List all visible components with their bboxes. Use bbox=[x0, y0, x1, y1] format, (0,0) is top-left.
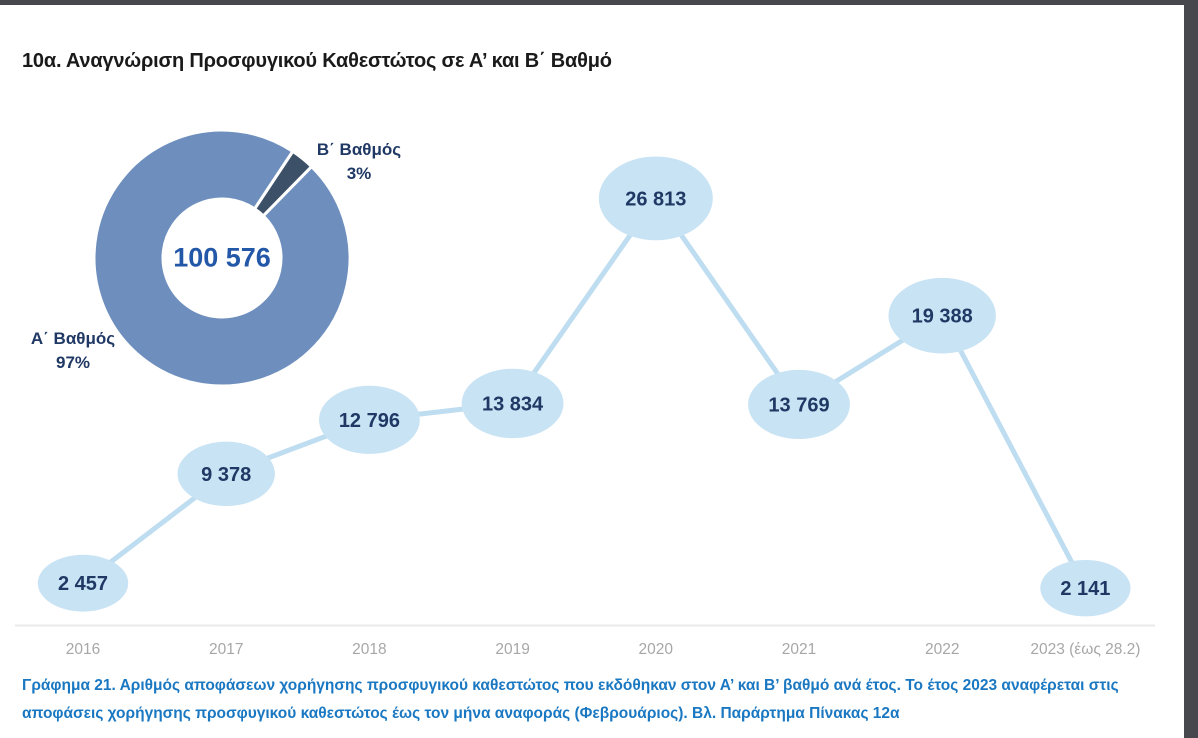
donut-label-first-instance: Α΄ Βαθμός 97% bbox=[8, 327, 138, 375]
figure-caption: Γράφημα 21. Αριθμός αποφάσεων χορήγησης … bbox=[22, 672, 1172, 728]
data-bubble-2022 bbox=[888, 277, 996, 354]
data-bubble-2023 bbox=[1040, 559, 1131, 617]
bubble-value-label: 2 141 bbox=[1060, 578, 1110, 600]
donut-label-second-instance: Β΄ Βαθμός 3% bbox=[300, 138, 418, 186]
x-axis-label-2017: 2017 bbox=[209, 641, 243, 658]
x-axis-label-2019: 2019 bbox=[495, 641, 529, 658]
donut-label-second-instance-name: Β΄ Βαθμός bbox=[316, 140, 402, 159]
donut-center-total: 100 576 bbox=[173, 242, 271, 273]
figure-caption-line2: αποφάσεις χορήγησης προσφυγικού καθεστώτ… bbox=[22, 705, 900, 722]
recognition-donut-chart: 100 576 bbox=[92, 128, 352, 388]
donut-label-first-instance-pct: 97% bbox=[55, 353, 91, 372]
bubble-value-label: 13 769 bbox=[768, 394, 829, 416]
bubble-value-label: 19 388 bbox=[912, 306, 973, 328]
donut-svg bbox=[92, 128, 352, 388]
bubble-value-label: 26 813 bbox=[625, 188, 686, 210]
x-axis-label-2023: 2023 (έως 28.2) bbox=[1030, 641, 1140, 658]
x-axis-label-2021: 2021 bbox=[782, 641, 816, 658]
data-bubble-2018 bbox=[319, 385, 420, 454]
data-bubble-2021 bbox=[748, 369, 850, 440]
data-bubble-2019 bbox=[461, 368, 564, 439]
x-axis-label-2020: 2020 bbox=[639, 641, 674, 658]
donut-label-second-instance-pct: 3% bbox=[346, 164, 372, 183]
donut-slice-second-instance bbox=[253, 149, 314, 218]
bubble-value-label: 9 378 bbox=[201, 464, 251, 486]
data-bubble-2020 bbox=[598, 156, 713, 241]
donut-label-first-instance-name: Α΄ Βαθμός bbox=[30, 329, 116, 348]
x-axis-label-2016: 2016 bbox=[66, 641, 100, 658]
x-axis-label-2018: 2018 bbox=[352, 641, 386, 658]
data-bubble-2016 bbox=[37, 554, 129, 612]
figure-title: 10α. Αναγνώριση Προσφυγικού Καθεστώτος σ… bbox=[22, 50, 612, 72]
window-edge-right bbox=[1184, 0, 1198, 738]
bubble-value-label: 2 457 bbox=[58, 573, 108, 595]
data-bubble-2017 bbox=[177, 441, 275, 507]
x-axis-label-2022: 2022 bbox=[925, 641, 959, 658]
bubble-value-label: 12 796 bbox=[339, 410, 400, 432]
window-edge-top bbox=[0, 0, 1198, 5]
figure-caption-line1: Γράφημα 21. Αριθμός αποφάσεων χορήγησης … bbox=[22, 677, 1119, 694]
bubble-value-label: 13 834 bbox=[482, 393, 544, 415]
